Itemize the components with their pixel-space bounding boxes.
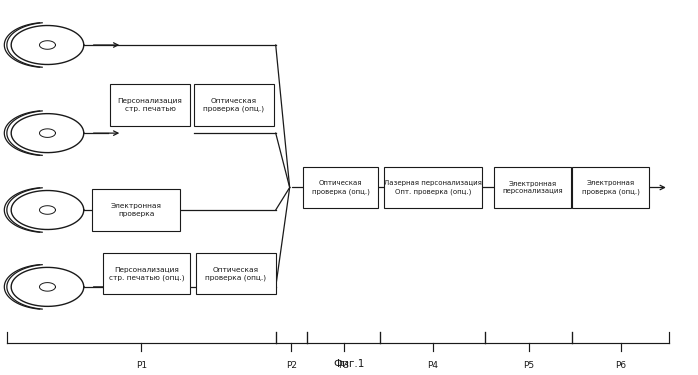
Text: P5: P5 bbox=[524, 361, 534, 370]
Text: Персонализация
стр. печатью: Персонализация стр. печатью bbox=[118, 98, 182, 112]
Text: Оптическая
проверка (опц.): Оптическая проверка (опц.) bbox=[205, 267, 267, 281]
Text: P2: P2 bbox=[286, 361, 297, 370]
Text: Электронная
проверка (опц.): Электронная проверка (опц.) bbox=[582, 180, 639, 195]
Text: Оптическая
проверка (опц.): Оптическая проверка (опц.) bbox=[312, 180, 369, 195]
FancyBboxPatch shape bbox=[572, 167, 649, 208]
Text: P6: P6 bbox=[615, 361, 626, 370]
Text: Фиг.1: Фиг.1 bbox=[334, 359, 364, 369]
FancyBboxPatch shape bbox=[92, 189, 180, 231]
Text: P4: P4 bbox=[427, 361, 438, 370]
Text: Оптическая
проверка (опц.): Оптическая проверка (опц.) bbox=[203, 98, 265, 112]
FancyBboxPatch shape bbox=[110, 84, 190, 126]
Text: Электронная
проверка: Электронная проверка bbox=[110, 203, 162, 217]
Text: P1: P1 bbox=[136, 361, 147, 370]
FancyBboxPatch shape bbox=[494, 167, 571, 208]
Text: Электронная
персонализация: Электронная персонализация bbox=[503, 181, 563, 194]
FancyBboxPatch shape bbox=[194, 84, 274, 126]
Text: P3: P3 bbox=[339, 361, 349, 370]
FancyBboxPatch shape bbox=[195, 253, 276, 294]
FancyBboxPatch shape bbox=[103, 253, 190, 294]
Text: Персонализация
стр. печатью (опц.): Персонализация стр. печатью (опц.) bbox=[109, 267, 184, 281]
Text: Лазерная персонализация
Опт. проверка (опц.): Лазерная персонализация Опт. проверка (о… bbox=[384, 180, 482, 195]
FancyBboxPatch shape bbox=[303, 167, 378, 208]
FancyBboxPatch shape bbox=[384, 167, 482, 208]
